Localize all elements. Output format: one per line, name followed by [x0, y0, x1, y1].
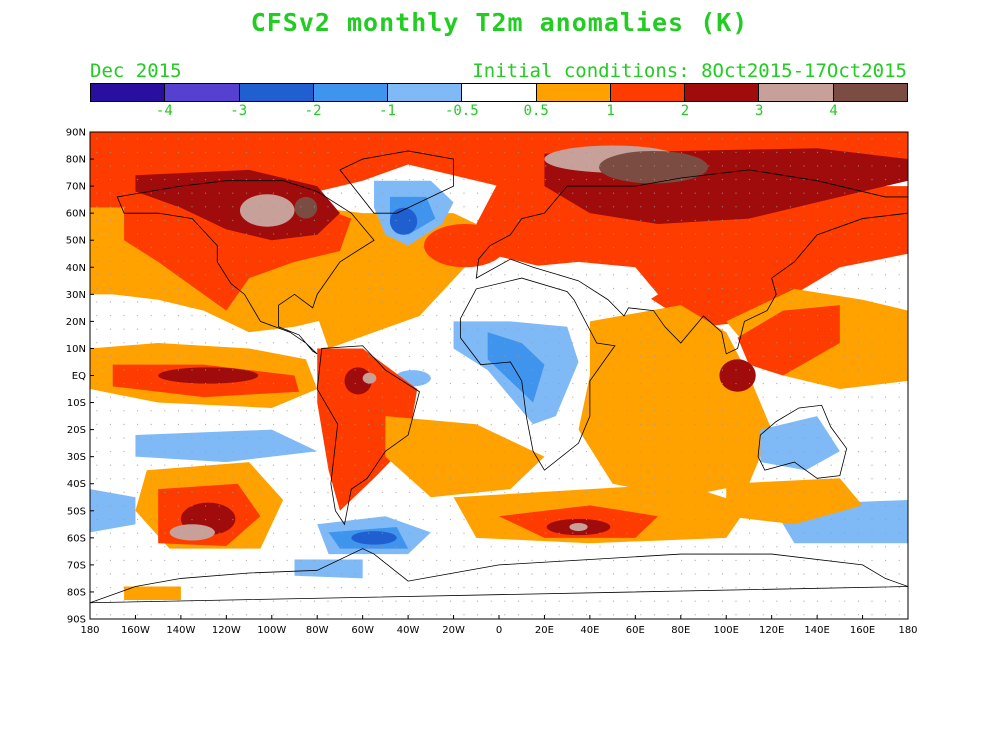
colorbar-tick-label: -1 — [379, 103, 396, 119]
colorbar-segment — [610, 84, 686, 101]
latitude-tick-label: 40N — [66, 263, 86, 274]
longitude-tick-label: 180 — [898, 625, 917, 636]
coastline-greenland — [339, 150, 454, 214]
longitude-tick-label: 160E — [850, 625, 875, 636]
latitude-tick-label: 70S — [67, 560, 86, 571]
coastlines — [90, 150, 908, 604]
colorbar-segment — [536, 84, 611, 101]
anomaly-drake-midblue — [351, 531, 397, 545]
longitude-axis: 180 160W 140W 120W 100W 80W 60W 40W 20W 0 20E 40E 60… — [80, 615, 918, 636]
colorbar-tick-label: 2 — [680, 103, 690, 119]
anomaly-canada-pink — [239, 194, 295, 227]
latitude-tick-label: 30N — [66, 290, 86, 301]
colorbar-tick-label: -3 — [230, 103, 248, 119]
colorbar-segment — [685, 84, 760, 101]
longitude-tick-label: 100W — [257, 625, 286, 636]
latitude-tick-label: 80N — [66, 155, 86, 166]
colorbar-tick-label: 4 — [829, 103, 838, 119]
anomaly-natl-midblue — [389, 207, 418, 235]
latitude-tick-label: 90N — [66, 128, 86, 139]
latitude-tick-label: 80S — [67, 587, 86, 598]
colorbar-segment — [759, 84, 834, 101]
latitude-tick-label: EQ — [72, 371, 86, 382]
colorbar-tick-label: 1 — [606, 103, 615, 119]
longitude-tick-label: 120W — [212, 625, 241, 636]
latitude-tick-label: 50S — [67, 506, 86, 517]
colorbar-tick-label: 3 — [755, 103, 764, 119]
colorbar-segment — [833, 84, 907, 101]
anomaly-antarctic-lightblue — [294, 559, 363, 579]
longitude-tick-label: 80W — [306, 625, 329, 636]
latitude-tick-label: 50N — [66, 236, 86, 247]
initial-conditions-label: Initial conditions: 8Oct2015-17Oct2015 — [472, 60, 907, 82]
anomaly-nwatl-red — [424, 223, 506, 268]
latitude-tick-label: 10S — [67, 398, 86, 409]
coastline-eurasia — [475, 169, 908, 355]
anomaly-rossshelf-orange — [124, 586, 181, 601]
latitude-tick-label: 60N — [66, 209, 86, 220]
anomaly-indonesia-darkred — [719, 359, 756, 392]
latitude-axis: 90N 80N 70N 60N 50N 40N 30N 20N 10N EQ 10S 20S 30S 40… — [66, 128, 94, 626]
anomaly-enso-darkred — [158, 367, 259, 384]
latitude-tick-label: 90S — [67, 615, 86, 626]
latitude-tick-label: 60S — [67, 533, 86, 544]
coastline-south-america — [316, 345, 420, 526]
anomaly-siberia-brown — [598, 150, 709, 184]
coastline-australia — [757, 404, 848, 479]
colorbar-segment — [388, 84, 463, 101]
colorbar-tick-label: -4 — [155, 103, 173, 119]
longitude-tick-label: 40W — [397, 625, 420, 636]
colorbar-segment — [313, 84, 389, 101]
latitude-tick-label: 10N — [66, 344, 86, 355]
coastline-africa — [459, 277, 616, 471]
anomaly-southern-pink — [569, 522, 588, 532]
longitude-tick-label: 60E — [626, 625, 645, 636]
latitude-tick-label: 20S — [67, 425, 86, 436]
latitude-tick-label: 20N — [66, 317, 86, 328]
longitude-tick-label: 80E — [671, 625, 690, 636]
coastline-north-america — [116, 180, 375, 355]
colorbar — [90, 83, 908, 102]
longitude-tick-label: 160W — [121, 625, 150, 636]
latitude-tick-label: 30S — [67, 452, 86, 463]
anomaly-field — [90, 132, 908, 619]
longitude-tick-label: 60W — [351, 625, 374, 636]
colorbar-tick-label: 0.5 — [523, 103, 549, 119]
valid-month-label: Dec 2015 — [90, 60, 182, 82]
colorbar-segment — [165, 84, 240, 101]
longitude-tick-label: 20W — [442, 625, 465, 636]
anomaly-canada-brown — [294, 196, 318, 219]
latitude-tick-label: 70N — [66, 182, 86, 193]
colorbar-segment — [91, 84, 166, 101]
coastline-antarctica — [90, 548, 908, 604]
longitude-tick-label: 140W — [166, 625, 195, 636]
colorbar-segment — [239, 84, 314, 101]
longitude-tick-label: 180 — [80, 625, 99, 636]
colorbar-segment — [462, 84, 537, 101]
anomaly-spac-pink — [169, 524, 215, 541]
anomaly-amazon-pink — [362, 372, 377, 384]
colorbar-tick-label: -0.5 — [444, 103, 479, 119]
longitude-tick-label: 120E — [759, 625, 784, 636]
chart-title: CFSv2 monthly T2m anomalies (K) — [250, 8, 749, 37]
longitude-tick-label: 0 — [496, 625, 502, 636]
longitude-tick-label: 40E — [580, 625, 599, 636]
longitude-tick-label: 140E — [804, 625, 829, 636]
longitude-tick-label: 20E — [535, 625, 554, 636]
colorbar-labels: -4 -3 -2 -1 -0.5 0.5 1 2 3 4 — [90, 103, 908, 121]
latitude-tick-label: 40S — [67, 479, 86, 490]
colorbar-tick-label: -2 — [304, 103, 322, 119]
longitude-tick-label: 100E — [714, 625, 739, 636]
